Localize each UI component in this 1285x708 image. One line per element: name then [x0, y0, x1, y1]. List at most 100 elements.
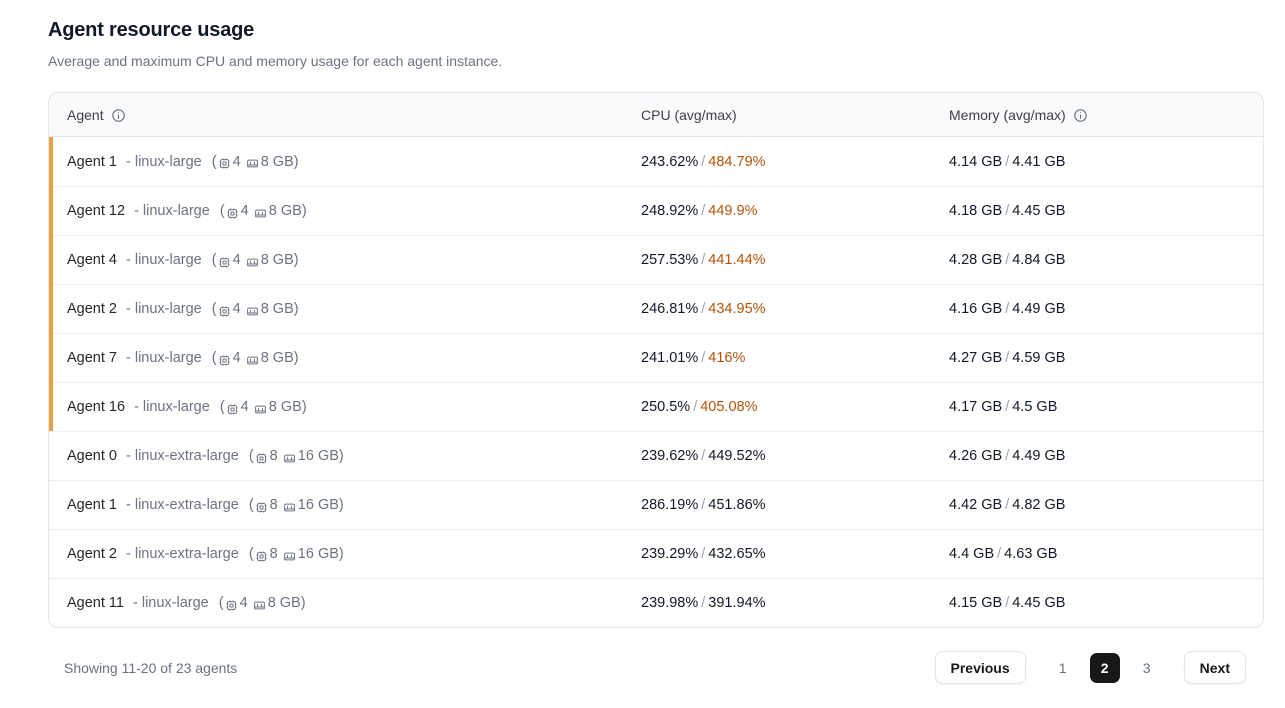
memory-avg-value: 4.26 GB: [949, 448, 1003, 464]
agent-cell: Agent 0 - linux-extra-large ( 8: [49, 448, 641, 464]
agent-spec: ( 4 8 GB ): [212, 350, 299, 366]
agent-name: Agent 2: [67, 546, 117, 562]
spec-open-paren: (: [211, 350, 217, 366]
cpu-count: 4: [240, 203, 249, 219]
spec-open-paren: (: [248, 546, 254, 562]
next-page-button[interactable]: Next: [1183, 651, 1246, 684]
agent-runner-type: - linux-large: [126, 350, 202, 366]
high-usage-indicator: [49, 382, 53, 431]
cpu-chip-icon: [219, 158, 230, 169]
high-usage-indicator: [49, 186, 53, 235]
memory-stick-icon: [283, 454, 295, 462]
agent-cell: Agent 7 - linux-large ( 4: [49, 350, 641, 366]
memory-max-value: 4.63 GB: [1004, 546, 1058, 562]
cpu-usage-cell: 246.81%/434.95%: [641, 301, 949, 317]
agent-runner-type: - linux-large: [126, 301, 202, 317]
value-separator: /: [1005, 399, 1010, 415]
cpu-avg-value: 243.62%: [641, 153, 699, 170]
value-separator: /: [701, 350, 706, 366]
memory-size: 8 GB: [268, 399, 302, 415]
memory-usage-cell: 4.26 GB/4.49 GB: [949, 448, 1263, 464]
agent-runner-type: - linux-large: [126, 153, 202, 170]
agent-spec: ( 8 16 GB ): [249, 497, 344, 513]
column-header-memory-label: Memory (avg/max): [949, 106, 1066, 123]
spec-close-paren: ): [338, 497, 344, 513]
memory-size: 8 GB: [260, 301, 294, 317]
table-row: Agent 7 - linux-large ( 4: [49, 333, 1263, 382]
cpu-usage-cell: 243.62%/484.79%: [641, 154, 949, 170]
memory-stick-icon: [254, 405, 266, 413]
table-header-row: Agent CPU (avg/max) Memory (avg/max): [49, 93, 1263, 137]
spec-close-paren: ): [293, 350, 299, 366]
cpu-count: 4: [232, 153, 241, 170]
high-usage-indicator: [49, 284, 53, 333]
agent-cell: Agent 16 - linux-large ( 4: [49, 399, 641, 415]
spec-close-paren: ): [300, 595, 306, 611]
value-separator: /: [1005, 301, 1010, 317]
agent-spec: ( 4 8 GB ): [219, 595, 306, 611]
cpu-avg-value: 246.81%: [641, 301, 699, 317]
value-separator: /: [701, 301, 706, 317]
cpu-chip-icon: [227, 403, 238, 415]
cpu-usage-cell: 248.92%/449.9%: [641, 203, 949, 219]
agent-runner-type: - linux-extra-large: [126, 546, 239, 562]
memory-avg-value: 4.4 GB: [949, 546, 995, 562]
cpu-max-value: 449.52%: [708, 448, 766, 464]
cpu-usage-cell: 257.53%/441.44%: [641, 252, 949, 268]
memory-stick-icon: [246, 356, 258, 364]
cpu-avg-value: 241.01%: [641, 350, 699, 366]
table-row: Agent 16 - linux-large ( 4: [49, 382, 1263, 431]
agent-spec: ( 4 8 GB ): [212, 301, 299, 317]
spec-open-paren: (: [211, 301, 217, 317]
memory-stick-icon: [246, 307, 258, 315]
agent-runner-type: - linux-large: [126, 252, 202, 268]
cpu-usage-cell: 239.98%/391.94%: [641, 595, 949, 611]
memory-stick-icon: [283, 503, 295, 511]
info-icon[interactable]: [1073, 108, 1088, 123]
spec-close-paren: ): [338, 448, 344, 464]
memory-avg-value: 4.27 GB: [949, 350, 1003, 366]
memory-max-value: 4.49 GB: [1012, 301, 1066, 317]
agent-runner-type: - linux-large: [134, 399, 210, 415]
info-icon[interactable]: [111, 108, 126, 123]
cpu-avg-value: 257.53%: [641, 252, 699, 268]
spec-open-paren: (: [218, 595, 224, 611]
table-row: Agent 0 - linux-extra-large ( 8: [49, 431, 1263, 480]
cpu-count: 8: [269, 448, 278, 464]
spec-open-paren: (: [248, 448, 254, 464]
agent-runner-type: - linux-extra-large: [126, 448, 239, 464]
memory-usage-cell: 4.4 GB/4.63 GB: [949, 546, 1263, 562]
cpu-max-value: 416%: [708, 350, 746, 366]
cpu-max-value: 391.94%: [708, 595, 766, 611]
value-separator: /: [1005, 203, 1010, 219]
cpu-avg-value: 248.92%: [641, 203, 699, 219]
agent-name: Agent 0: [67, 448, 117, 464]
agent-cell: Agent 11 - linux-large ( 4: [49, 595, 641, 611]
page-number-3[interactable]: 3: [1132, 653, 1162, 683]
cpu-count: 4: [240, 399, 249, 415]
value-separator: /: [693, 399, 698, 415]
cpu-count: 4: [239, 595, 248, 611]
agent-spec: ( 4 8 GB ): [212, 154, 299, 170]
agent-name: Agent 11: [67, 595, 124, 611]
value-separator: /: [1005, 350, 1010, 366]
table-row: Agent 2 - linux-large ( 4: [49, 284, 1263, 333]
value-separator: /: [701, 153, 706, 170]
page-number-2[interactable]: 2: [1089, 652, 1120, 683]
pagination: Previous 1 2 3 Next: [934, 651, 1246, 684]
value-separator: /: [701, 203, 706, 219]
cpu-count: 8: [269, 546, 278, 562]
agent-spec: ( 8 16 GB ): [249, 546, 344, 562]
previous-page-button[interactable]: Previous: [934, 651, 1026, 684]
cpu-avg-value: 239.29%: [641, 546, 699, 562]
value-separator: /: [701, 448, 706, 464]
page: Agent resource usage Average and maximum…: [48, 0, 1264, 684]
page-number-1[interactable]: 1: [1048, 653, 1078, 683]
memory-max-value: 4.84 GB: [1012, 252, 1066, 268]
memory-size: 16 GB: [297, 448, 339, 464]
memory-size: 16 GB: [297, 546, 339, 562]
memory-avg-value: 4.28 GB: [949, 252, 1003, 268]
cpu-chip-icon: [219, 305, 230, 317]
spec-open-paren: (: [211, 153, 217, 170]
agent-runner-type: - linux-large: [132, 595, 209, 611]
